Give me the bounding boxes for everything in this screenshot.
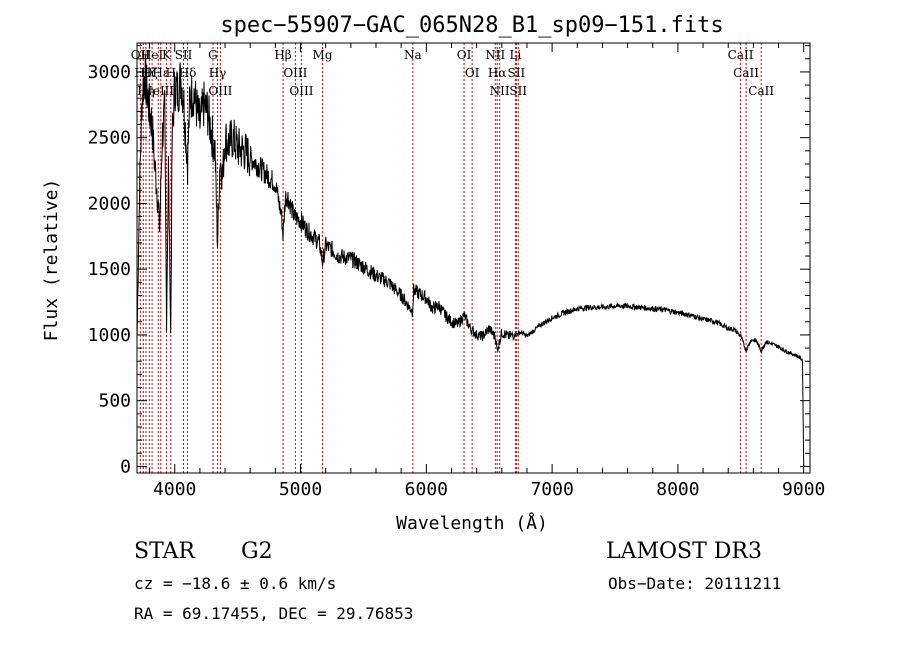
line-markers bbox=[139, 43, 762, 473]
chart-title: spec−55907−GAC_065N28_B1_sp09−151.fits bbox=[220, 13, 723, 38]
x-tick-label: 9000 bbox=[782, 479, 825, 500]
line-marker-label: OI bbox=[457, 48, 472, 62]
plot-frame bbox=[136, 42, 811, 474]
line-marker-label: SII bbox=[175, 48, 193, 62]
line-marker-label: SII bbox=[509, 84, 527, 98]
redshift-value: cz = −18.6 ± 0.6 km/s bbox=[134, 574, 337, 593]
x-tick-label: 5000 bbox=[279, 479, 322, 500]
line-marker-label: Hε bbox=[152, 66, 169, 80]
y-tick-label: 0 bbox=[120, 456, 131, 477]
x-axis-ticks: 4000 5000 6000 7000 8000 9000 bbox=[149, 43, 825, 500]
line-marker-label: CaII bbox=[733, 66, 759, 80]
line-marker-label: Na bbox=[404, 48, 422, 62]
x-tick-label: 6000 bbox=[405, 479, 448, 500]
line-marker-label: Mg bbox=[313, 48, 333, 62]
y-axis-ticks: 0 500 1000 1500 2000 2500 3000 bbox=[88, 45, 810, 477]
spectral-subclass: G2 bbox=[241, 539, 273, 564]
observation-date: Obs−Date: 20111211 bbox=[608, 574, 782, 593]
y-axis-label: Flux (relative) bbox=[41, 179, 62, 342]
y-tick-label: 3000 bbox=[88, 62, 131, 83]
x-tick-label: 7000 bbox=[530, 479, 573, 500]
x-tick-label: 4000 bbox=[153, 479, 196, 500]
y-tick-label: 2000 bbox=[88, 193, 131, 214]
line-marker-label: K bbox=[162, 48, 172, 62]
survey-name: LAMOST DR3 bbox=[606, 539, 762, 564]
y-tick-label: 2500 bbox=[88, 128, 131, 149]
line-marker-labels: OIIHθHηHζHeINeIIIHεKHSIIHδGHγOIIIHβOIIIO… bbox=[131, 48, 775, 98]
sky-coordinates: RA = 69.17455, DEC = 29.76853 bbox=[134, 604, 414, 623]
line-marker-label: Hθ bbox=[134, 66, 152, 80]
line-marker-label: HeI bbox=[141, 48, 164, 62]
y-tick-label: 500 bbox=[98, 391, 131, 412]
line-marker-label: Hα bbox=[488, 66, 507, 80]
line-marker-label: NII bbox=[490, 84, 510, 98]
y-tick-label: 1500 bbox=[88, 259, 131, 280]
line-marker-label: OI bbox=[465, 66, 480, 80]
line-marker-label: OIII bbox=[283, 66, 307, 80]
object-class: STAR bbox=[134, 539, 195, 564]
line-marker-label: H bbox=[166, 66, 176, 80]
flux-spectrum-line bbox=[136, 53, 805, 467]
line-marker-label: OIII bbox=[289, 84, 313, 98]
line-marker-label: OIII bbox=[208, 84, 232, 98]
line-marker-label: NII bbox=[485, 48, 505, 62]
x-axis-label: Wavelength (Å) bbox=[396, 512, 548, 534]
line-marker-label: SII bbox=[508, 66, 526, 80]
line-marker-label: Hδ bbox=[179, 66, 197, 80]
line-marker-label: Hβ bbox=[274, 48, 291, 62]
x-tick-label: 8000 bbox=[656, 479, 699, 500]
line-marker-label: CaII bbox=[728, 48, 754, 62]
line-marker-label: CaII bbox=[748, 84, 774, 98]
y-tick-label: 1000 bbox=[88, 325, 131, 346]
line-marker-label: Hγ bbox=[209, 66, 227, 80]
line-marker-label: Li bbox=[509, 48, 521, 62]
line-marker-label: NeIII bbox=[142, 84, 174, 98]
line-marker-label: G bbox=[208, 48, 218, 62]
